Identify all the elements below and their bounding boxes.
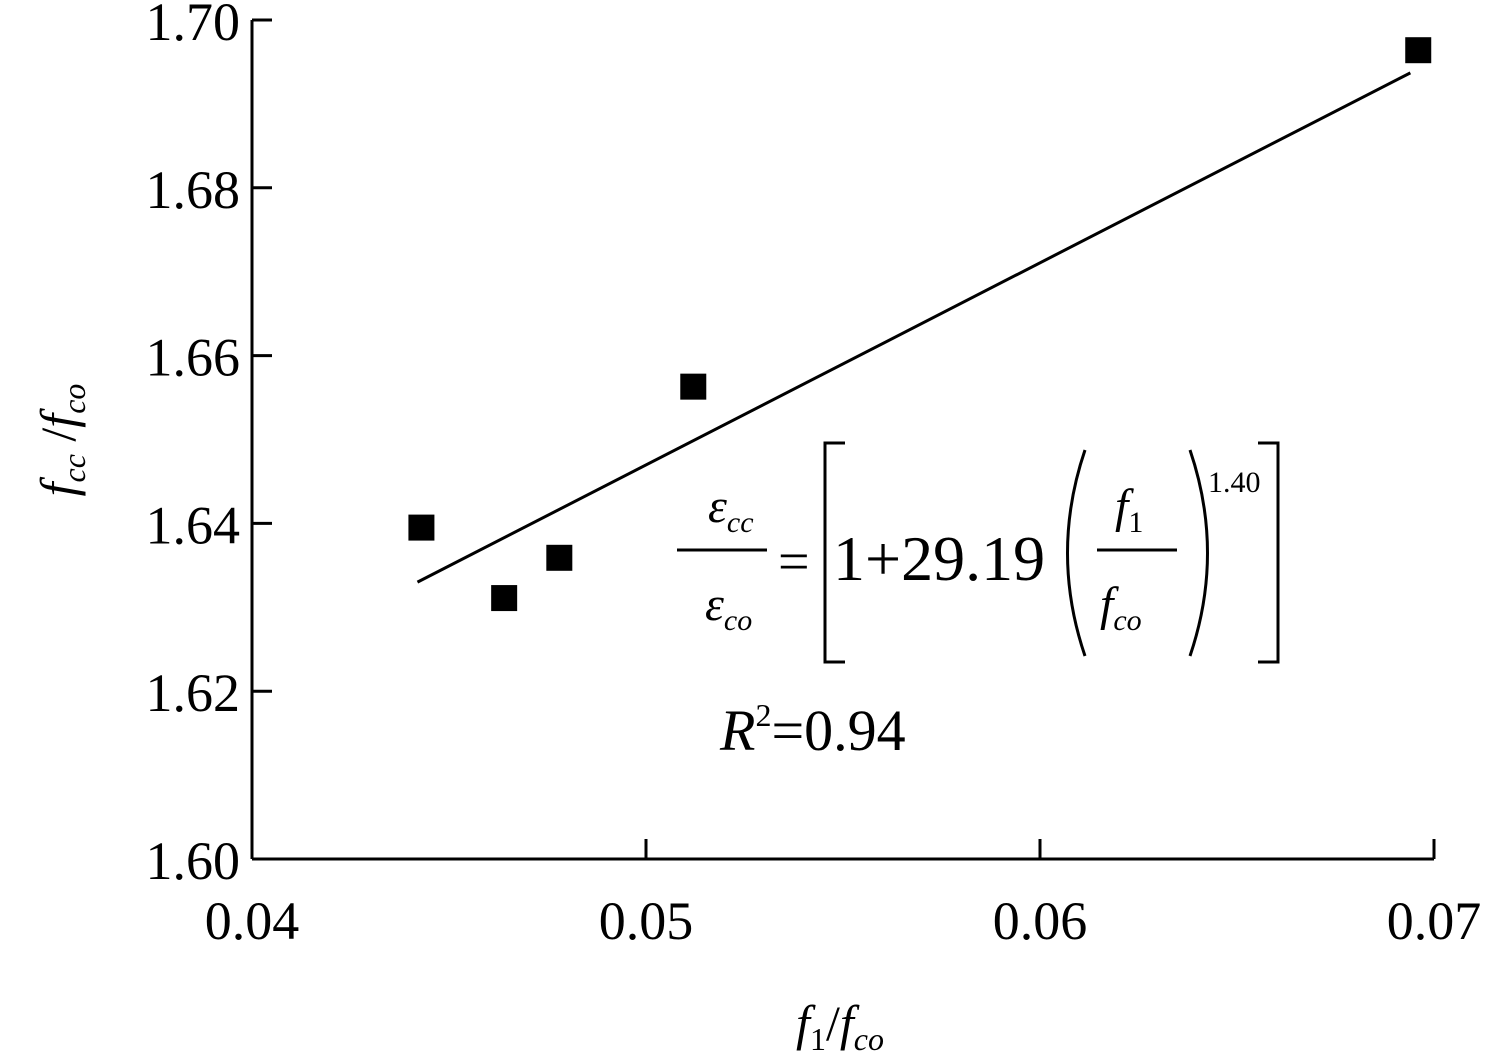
svg-text:f1: f1: [1115, 480, 1143, 539]
data-point: [680, 373, 707, 400]
y-tick-label: 1.64: [146, 495, 241, 555]
fit-equation: εcc εco = 1+29.19 f1 fco 1.40: [677, 441, 1280, 664]
svg-text:1+29.19: 1+29.19: [833, 523, 1045, 594]
svg-text:1.40: 1.40: [1208, 466, 1261, 499]
r-squared-label: R2=0.94: [719, 697, 906, 763]
x-tick-label: 0.04: [205, 891, 300, 951]
y-axis-label: fcc /fco: [30, 384, 92, 497]
axes: [250, 20, 1434, 861]
x-tick-label: 0.07: [1387, 891, 1482, 951]
svg-text:=: =: [778, 531, 810, 593]
data-point: [546, 544, 573, 571]
x-tick-label: 0.05: [599, 891, 694, 951]
svg-text:εco: εco: [705, 578, 752, 637]
x-tick-label: 0.06: [993, 891, 1088, 951]
y-tick-label: 1.62: [146, 663, 241, 723]
y-tick-label: 1.66: [146, 328, 241, 388]
svg-text:εcc: εcc: [708, 480, 754, 539]
data-point: [408, 514, 435, 541]
data-point: [1405, 37, 1432, 64]
y-tick-label: 1.68: [146, 160, 241, 220]
svg-text:fco: fco: [1100, 578, 1142, 637]
y-tick-label: 1.70: [146, 0, 241, 52]
y-tick-label: 1.60: [146, 831, 241, 891]
data-point: [491, 585, 518, 612]
x-axis-label: f1/fco: [796, 995, 884, 1052]
fit-line: [416, 71, 1412, 584]
